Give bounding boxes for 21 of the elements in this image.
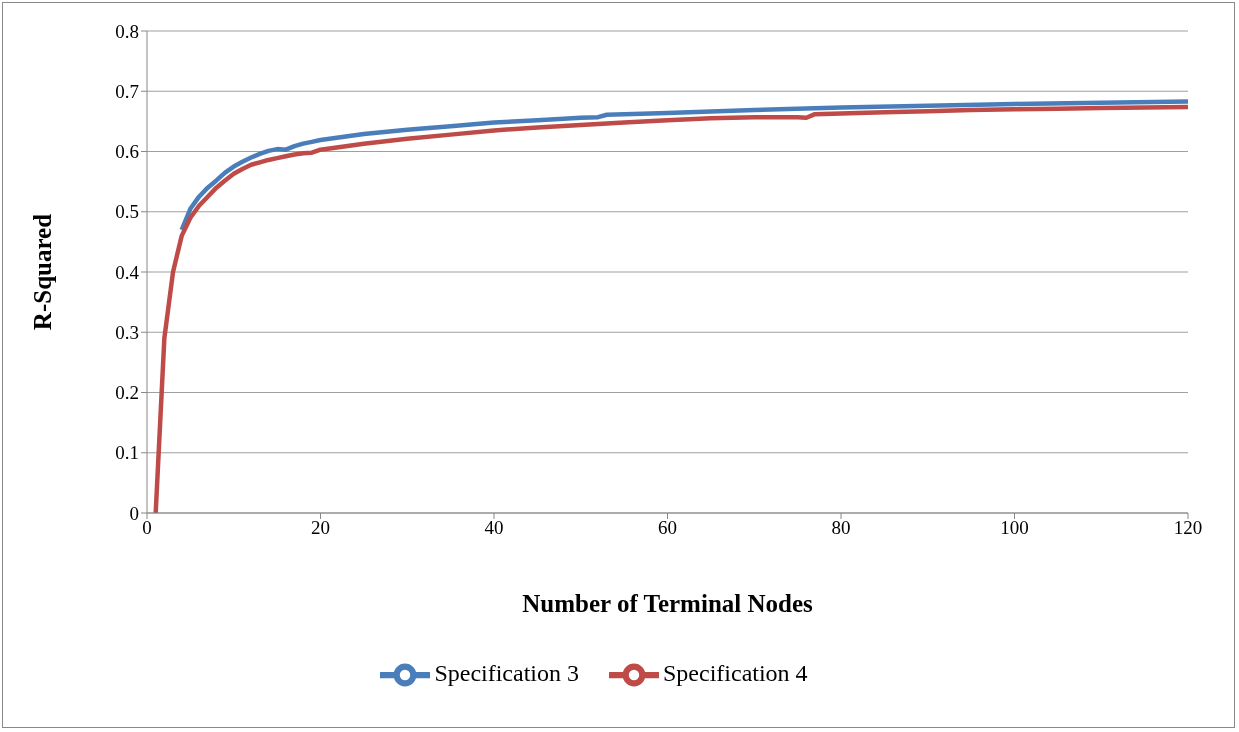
line-series bbox=[179, 99, 1188, 233]
x-tick-label: 40 bbox=[484, 517, 504, 539]
legend-label: Specification 3 bbox=[434, 659, 579, 686]
y-tick-label: 0.6 bbox=[115, 141, 139, 163]
y-tick-label: 0 bbox=[129, 502, 139, 524]
x-axis-title: Number of Terminal Nodes bbox=[522, 590, 814, 617]
line-series bbox=[153, 104, 1188, 513]
x-tick-label: 120 bbox=[1173, 517, 1203, 539]
y-tick-label: 0.8 bbox=[115, 20, 139, 42]
x-tick-label: 80 bbox=[831, 517, 851, 539]
x-tick-label: 60 bbox=[658, 517, 677, 539]
y-tick-label: 0.3 bbox=[115, 321, 139, 343]
y-tick-label: 0.7 bbox=[115, 81, 139, 102]
x-tick-label: 20 bbox=[311, 517, 330, 539]
y-tick-label: 0.1 bbox=[115, 442, 139, 464]
x-tick-label: 100 bbox=[1000, 517, 1029, 539]
y-axis-title: R-Squared bbox=[28, 213, 56, 331]
y-tick-label: 0.4 bbox=[115, 261, 140, 283]
legend-label: Specification 4 bbox=[663, 659, 808, 686]
y-tick-label: 0.2 bbox=[115, 382, 139, 404]
y-tick-label: 0.5 bbox=[115, 201, 139, 223]
